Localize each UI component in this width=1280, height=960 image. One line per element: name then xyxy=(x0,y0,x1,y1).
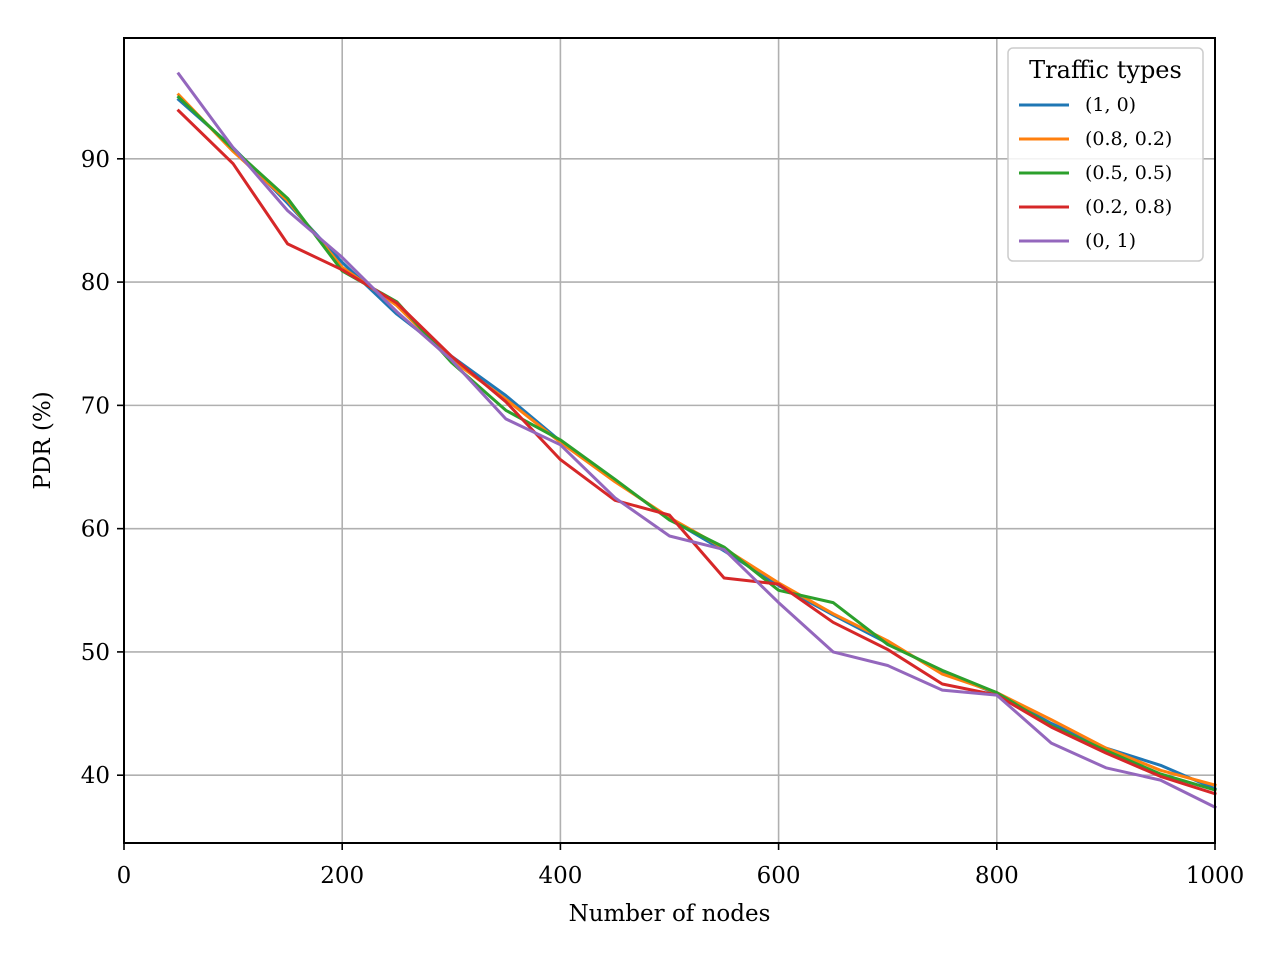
legend-title: Traffic types xyxy=(1029,56,1182,84)
series-lines xyxy=(176,71,1218,810)
x-tick-label: 0 xyxy=(117,863,132,889)
y-tick-label: 60 xyxy=(81,517,110,543)
x-tick-label: 800 xyxy=(975,863,1019,889)
x-tick-label: 200 xyxy=(320,863,364,889)
y-tick-label: 50 xyxy=(81,640,110,666)
legend-label: (0.8, 0.2) xyxy=(1085,128,1172,150)
y-tick-label: 80 xyxy=(81,270,110,296)
axis-ticks: 0 200 400 600 800 1000 40 50 60 70 80 90 xyxy=(81,147,1245,889)
series-line-4 xyxy=(176,108,1217,796)
x-tick-label: 1000 xyxy=(1186,863,1245,889)
plot-area-frame xyxy=(123,37,1216,844)
x-tick-label: 600 xyxy=(757,863,801,889)
series-line-5 xyxy=(176,71,1218,810)
y-tick-label: 40 xyxy=(81,763,110,789)
legend-items: (1, 0) (0.8, 0.2) (0.5, 0.5) (0.2, 0.8) (0, … xyxy=(1019,94,1172,252)
legend: Traffic types (1, 0) (0.8, 0.2) (0.5, 0.5)… xyxy=(1007,47,1204,262)
x-tick-label: 400 xyxy=(538,863,582,889)
x-axis-title: Number of nodes xyxy=(569,901,771,927)
legend-label: (1, 0) xyxy=(1085,94,1136,116)
y-axis-title: PDR (%) xyxy=(30,391,56,489)
legend-label: (0.2, 0.8) xyxy=(1085,196,1172,218)
legend-label: (0.5, 0.5) xyxy=(1085,162,1172,184)
y-tick-label: 90 xyxy=(81,147,110,173)
legend-label: (0, 1) xyxy=(1085,230,1136,252)
y-tick-label: 70 xyxy=(81,393,110,419)
